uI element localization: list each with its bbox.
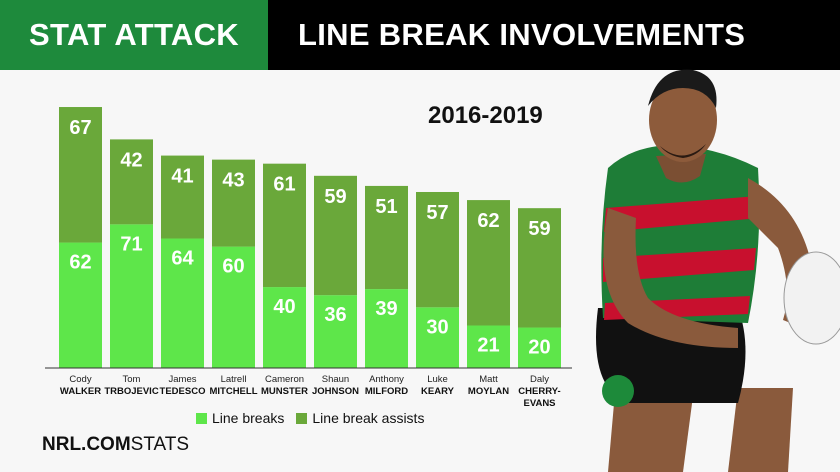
data-label-breaks: 62 xyxy=(69,252,91,274)
tick-label-first-name: James xyxy=(169,374,197,385)
tick-label-first-name: Anthony xyxy=(369,374,404,385)
tick-label-last-name: MITCHELL xyxy=(209,386,257,397)
tick-label-last-name: EVANS xyxy=(523,398,555,409)
player-photo xyxy=(596,69,840,472)
data-label-assists: 67 xyxy=(69,117,91,139)
data-label-assists: 57 xyxy=(426,202,448,224)
legend-swatch-breaks xyxy=(196,412,207,424)
bar-line-break-assists xyxy=(365,185,408,290)
data-label-assists: 41 xyxy=(171,166,193,188)
tick-label-last-name: CHERRY- xyxy=(518,386,560,397)
data-label-breaks: 20 xyxy=(528,337,550,359)
tick-label-last-name: TRBOJEVIC xyxy=(104,386,159,397)
brand-bold: NRL.COM xyxy=(42,434,131,455)
legend-label-assists: Line break assists xyxy=(312,410,425,426)
tick-label-last-name: MUNSTER xyxy=(261,386,308,397)
bar-line-break-assists xyxy=(59,107,102,243)
tick-label-last-name: MILFORD xyxy=(365,386,408,397)
data-label-breaks: 21 xyxy=(477,335,499,357)
tick-label-last-name: TEDESCO xyxy=(160,386,206,397)
data-label-breaks: 60 xyxy=(222,256,244,278)
tick-label-last-name: WALKER xyxy=(60,386,101,397)
bar-line-break-assists xyxy=(110,139,153,225)
tick-label-first-name: Daly xyxy=(530,374,549,385)
bar-line-breaks xyxy=(467,325,510,368)
data-label-assists: 43 xyxy=(222,170,244,192)
legend-label-breaks: Line breaks xyxy=(212,410,285,426)
tick-label-last-name: KEARY xyxy=(421,386,455,397)
tick-label-first-name: Cody xyxy=(69,374,91,385)
brand-regular: STATS xyxy=(130,434,190,455)
tick-label-first-name: Latrell xyxy=(221,374,247,385)
bar-line-breaks xyxy=(161,238,204,368)
bar-line-break-assists xyxy=(263,163,306,288)
data-label-assists: 59 xyxy=(528,218,550,240)
bar-line-break-assists xyxy=(212,159,255,247)
period-label: 2016-2019 xyxy=(428,102,543,129)
data-label-assists: 42 xyxy=(120,149,142,171)
tick-label-first-name: Tom xyxy=(123,374,141,385)
data-label-assists: 59 xyxy=(324,186,346,208)
bar-line-breaks xyxy=(518,327,561,368)
tick-label-last-name: MOYLAN xyxy=(468,386,509,397)
data-label-assists: 62 xyxy=(477,210,499,232)
tick-label-first-name: Luke xyxy=(427,374,448,385)
data-label-breaks: 39 xyxy=(375,298,397,320)
bar-line-break-assists xyxy=(161,155,204,239)
bar-line-break-assists xyxy=(314,175,357,296)
data-label-assists: 51 xyxy=(375,196,397,218)
legend-item-assists: Line break assists xyxy=(296,410,424,426)
data-label-breaks: 40 xyxy=(273,296,295,318)
bar-line-breaks xyxy=(212,246,255,368)
bar-line-break-assists xyxy=(467,200,510,326)
data-label-breaks: 71 xyxy=(120,233,142,255)
legend: Line breaks Line break assists xyxy=(196,410,436,426)
bar-line-break-assists xyxy=(416,191,459,308)
bar-line-breaks xyxy=(263,287,306,368)
bar-line-breaks xyxy=(314,295,357,368)
data-label-breaks: 30 xyxy=(426,316,448,338)
legend-swatch-assists xyxy=(296,412,308,424)
bar-line-break-assists xyxy=(518,208,561,328)
data-label-breaks: 64 xyxy=(171,248,194,270)
bar-line-breaks xyxy=(110,224,153,368)
tick-label-last-name: JOHNSON xyxy=(312,386,359,397)
data-label-assists: 61 xyxy=(273,174,295,196)
brand-logo: NRL.COMSTATS xyxy=(42,434,189,456)
data-label-breaks: 36 xyxy=(324,304,346,326)
header-right-title: LINE BREAK INVOLVEMENTS xyxy=(268,0,840,70)
header-left-title: STAT ATTACK xyxy=(0,0,268,70)
tick-label-first-name: Shaun xyxy=(322,374,349,385)
legend-item-breaks: Line breaks xyxy=(196,410,284,426)
bar-line-breaks xyxy=(59,242,102,368)
tick-label-first-name: Matt xyxy=(479,374,498,385)
bar-line-breaks xyxy=(365,289,408,368)
bar-line-breaks xyxy=(416,307,459,368)
tick-label-first-name: Cameron xyxy=(265,374,304,385)
